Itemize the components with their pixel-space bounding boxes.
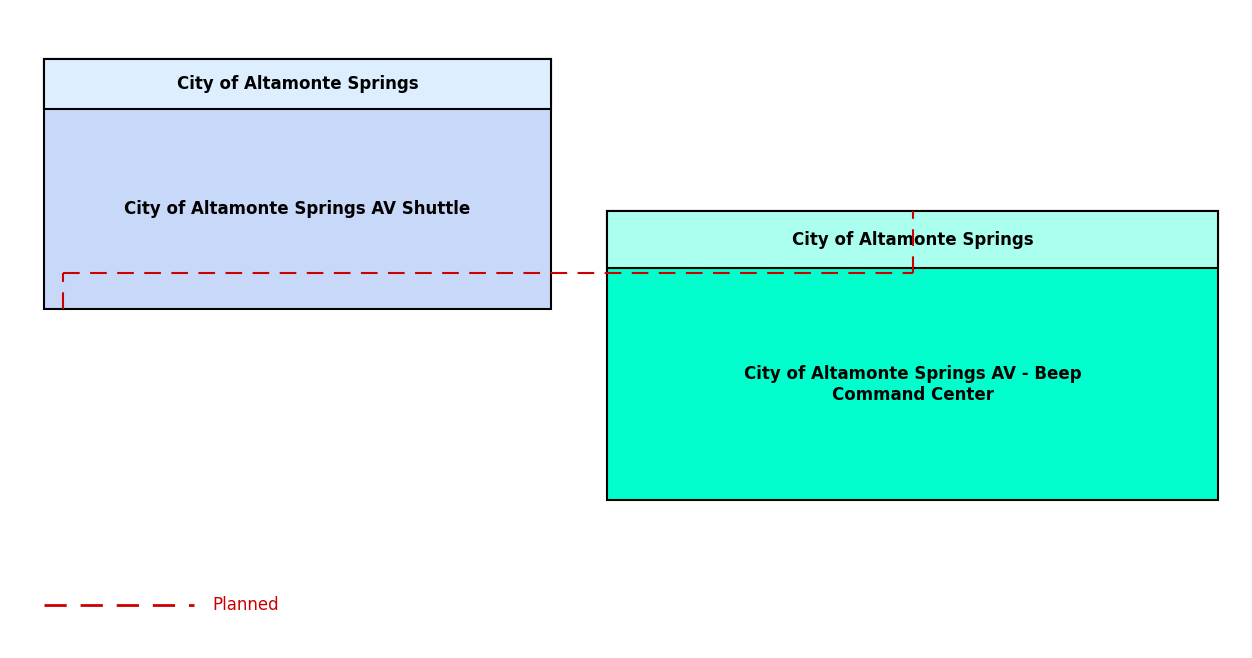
Text: City of Altamonte Springs: City of Altamonte Springs — [793, 230, 1033, 249]
FancyBboxPatch shape — [44, 59, 551, 109]
Text: City of Altamonte Springs AV Shuttle: City of Altamonte Springs AV Shuttle — [124, 200, 471, 218]
FancyBboxPatch shape — [44, 59, 551, 309]
Text: Planned: Planned — [213, 596, 279, 615]
FancyBboxPatch shape — [607, 211, 1218, 268]
FancyBboxPatch shape — [607, 211, 1218, 500]
Text: City of Altamonte Springs AV - Beep
Command Center: City of Altamonte Springs AV - Beep Comm… — [744, 365, 1082, 403]
Text: City of Altamonte Springs: City of Altamonte Springs — [177, 75, 418, 93]
